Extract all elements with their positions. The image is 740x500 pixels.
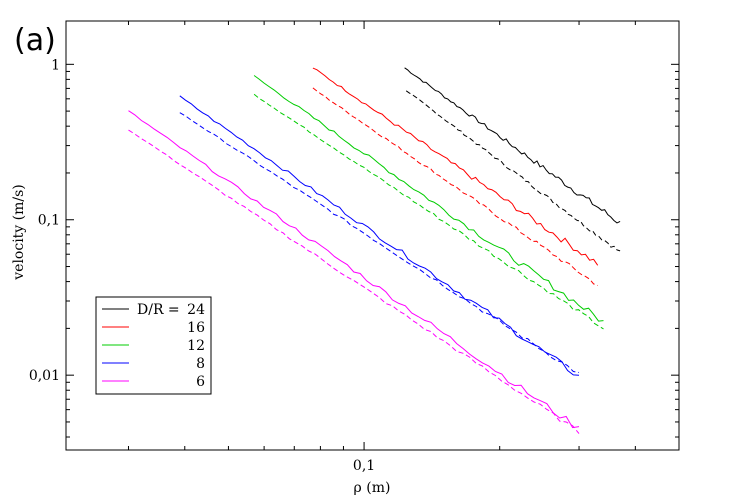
- plot-border: [65, 20, 680, 451]
- legend-label: 12: [187, 338, 205, 354]
- legend-label: 24: [187, 302, 205, 318]
- panel-label: (a): [14, 23, 56, 58]
- x-axis-label: ρ (m): [354, 480, 391, 496]
- plot-frame: [65, 20, 680, 451]
- legend-label: 16: [187, 320, 205, 336]
- series-line-solid: [128, 110, 580, 429]
- series-line-dashed: [128, 129, 580, 434]
- y-tick-label: 0,1: [38, 213, 60, 229]
- legend: D/R = 24 16 12 8 6: [95, 296, 212, 395]
- series-16: [312, 67, 599, 286]
- y-tick-label: 0,01: [29, 368, 60, 384]
- series-line-solid: [312, 67, 599, 266]
- series-6: [128, 110, 580, 434]
- y-tick-label: 1: [51, 57, 60, 73]
- series-12: [253, 75, 604, 330]
- series-8: [179, 95, 580, 376]
- legend-title: D/R =: [137, 302, 180, 318]
- series-line-dashed: [253, 93, 604, 330]
- series-line-solid: [179, 95, 580, 376]
- series-line-dashed: [405, 90, 621, 252]
- series-line-dashed: [312, 87, 598, 286]
- series-line-solid: [253, 75, 604, 322]
- x-tick-label: 0,1: [353, 458, 375, 474]
- axis-ticks: 0,1 1 0,1 0,01: [29, 21, 680, 474]
- legend-label: 6: [196, 374, 205, 390]
- series-line-solid: [404, 67, 621, 224]
- y-axis-label: velocity (m/s): [11, 184, 27, 281]
- data-series: [128, 67, 621, 434]
- legend-label: 8: [196, 356, 205, 372]
- series-24: [404, 67, 621, 252]
